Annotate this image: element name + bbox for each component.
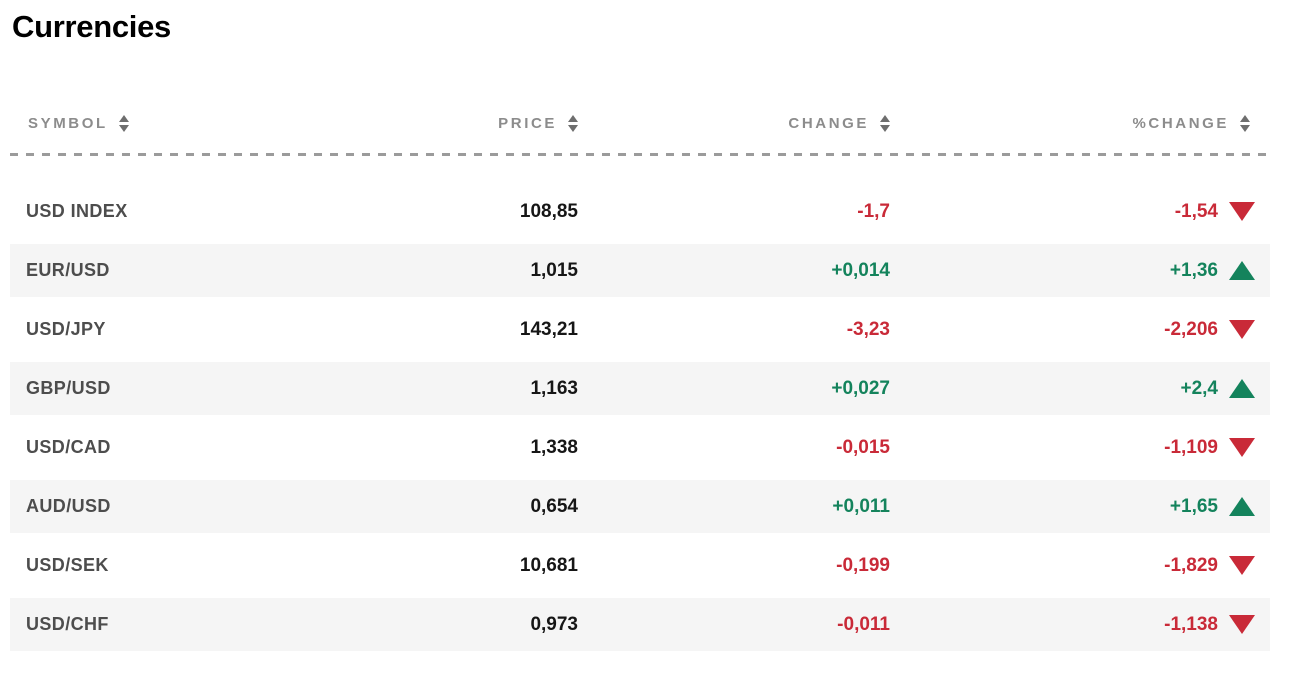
pct-change-value: +1,65 [1169,495,1218,517]
table-row[interactable]: GBP/USD 1,163 +0,027 +2,4 [10,362,1270,415]
table-row[interactable]: AUD/USD 0,654 +0,011 +1,65 [10,480,1270,533]
pct-change-cell: +2,4 [890,378,1270,400]
symbol-label[interactable]: EUR/USD [26,260,110,280]
sort-icon [568,114,578,132]
symbol-label[interactable]: AUD/USD [26,496,111,516]
sort-up-triangle-icon [568,114,578,122]
price-value: 143,21 [519,318,578,340]
column-header-price-label: PRICE [498,114,557,132]
sort-down-triangle-icon [568,124,578,132]
sort-up-triangle-icon [1240,114,1250,122]
symbol-label[interactable]: USD/JPY [26,319,106,339]
price-value: 1,338 [530,436,578,458]
column-header-pct-change[interactable]: %CHANGE [890,114,1270,132]
price-value: 0,973 [530,613,578,635]
pct-change-value: -1,109 [1164,436,1218,458]
pct-change-value: +1,36 [1169,259,1218,281]
column-header-change[interactable]: CHANGE [578,114,890,132]
pct-change-value: -2,206 [1164,318,1218,340]
sort-icon [118,114,129,132]
symbol-label[interactable]: USD/CHF [26,614,109,634]
column-header-symbol-label: SYMBOL [28,114,108,132]
pct-change-cell: -1,109 [890,437,1270,459]
sort-down-triangle-icon [1240,124,1250,132]
table-row[interactable]: USD/CAD 1,338 -0,015 -1,109 [10,421,1270,474]
column-header-change-label: CHANGE [788,114,869,132]
price-value: 1,163 [530,377,578,399]
symbol-label[interactable]: USD/CAD [26,437,111,457]
change-value: -0,015 [836,436,890,458]
sort-icon [880,114,890,132]
down-triangle-icon [1229,438,1255,457]
price-value: 108,85 [519,200,578,222]
change-value: +0,011 [832,495,890,517]
down-triangle-icon [1229,615,1255,634]
symbol-label[interactable]: USD INDEX [26,201,128,221]
change-value: -1,7 [857,200,890,222]
change-value: +0,014 [831,259,890,281]
down-triangle-icon [1229,202,1255,221]
table-row[interactable]: USD/CHF 0,973 -0,011 -1,138 [10,598,1270,651]
up-triangle-icon [1229,379,1255,398]
pct-change-cell: +1,36 [890,260,1270,282]
currencies-table: SYMBOL PRICE CHANGE %CHANGE [10,106,1270,651]
price-value: 0,654 [530,495,578,517]
sort-down-triangle-icon [118,124,129,132]
column-header-symbol[interactable]: SYMBOL [10,114,250,132]
sort-icon [1240,114,1250,132]
sort-down-triangle-icon [880,124,890,132]
table-body: USD INDEX 108,85 -1,7 -1,54 EUR/USD 1,01… [10,185,1270,651]
column-header-pct-change-label: %CHANGE [1132,114,1229,132]
change-value: -3,23 [846,318,890,340]
table-row[interactable]: USD INDEX 108,85 -1,7 -1,54 [10,185,1270,238]
down-triangle-icon [1229,320,1255,339]
up-triangle-icon [1229,497,1255,516]
table-row[interactable]: USD/SEK 10,681 -0,199 -1,829 [10,539,1270,592]
pct-change-value: -1,54 [1174,200,1218,222]
up-triangle-icon [1229,261,1255,280]
pct-change-cell: -2,206 [890,319,1270,341]
page-title: Currencies [12,9,171,44]
pct-change-cell: -1,829 [890,555,1270,577]
down-triangle-icon [1229,556,1255,575]
price-value: 1,015 [530,259,578,281]
column-header-price[interactable]: PRICE [250,114,578,132]
change-value: -0,011 [837,613,890,635]
change-value: -0,199 [836,554,890,576]
sort-up-triangle-icon [118,114,129,122]
table-header-row: SYMBOL PRICE CHANGE %CHANGE [10,106,1270,140]
change-value: +0,027 [831,377,890,399]
pct-change-cell: -1,138 [890,614,1270,636]
pct-change-value: -1,829 [1164,554,1218,576]
symbol-label[interactable]: USD/SEK [26,555,109,575]
sort-up-triangle-icon [880,114,890,122]
price-value: 10,681 [519,554,578,576]
table-row[interactable]: USD/JPY 143,21 -3,23 -2,206 [10,303,1270,356]
pct-change-cell: -1,54 [890,201,1270,223]
pct-change-cell: +1,65 [890,496,1270,518]
symbol-label[interactable]: GBP/USD [26,378,111,398]
table-divider [10,153,1270,156]
table-row[interactable]: EUR/USD 1,015 +0,014 +1,36 [10,244,1270,297]
pct-change-value: -1,138 [1164,613,1218,635]
pct-change-value: +2,4 [1180,377,1218,399]
